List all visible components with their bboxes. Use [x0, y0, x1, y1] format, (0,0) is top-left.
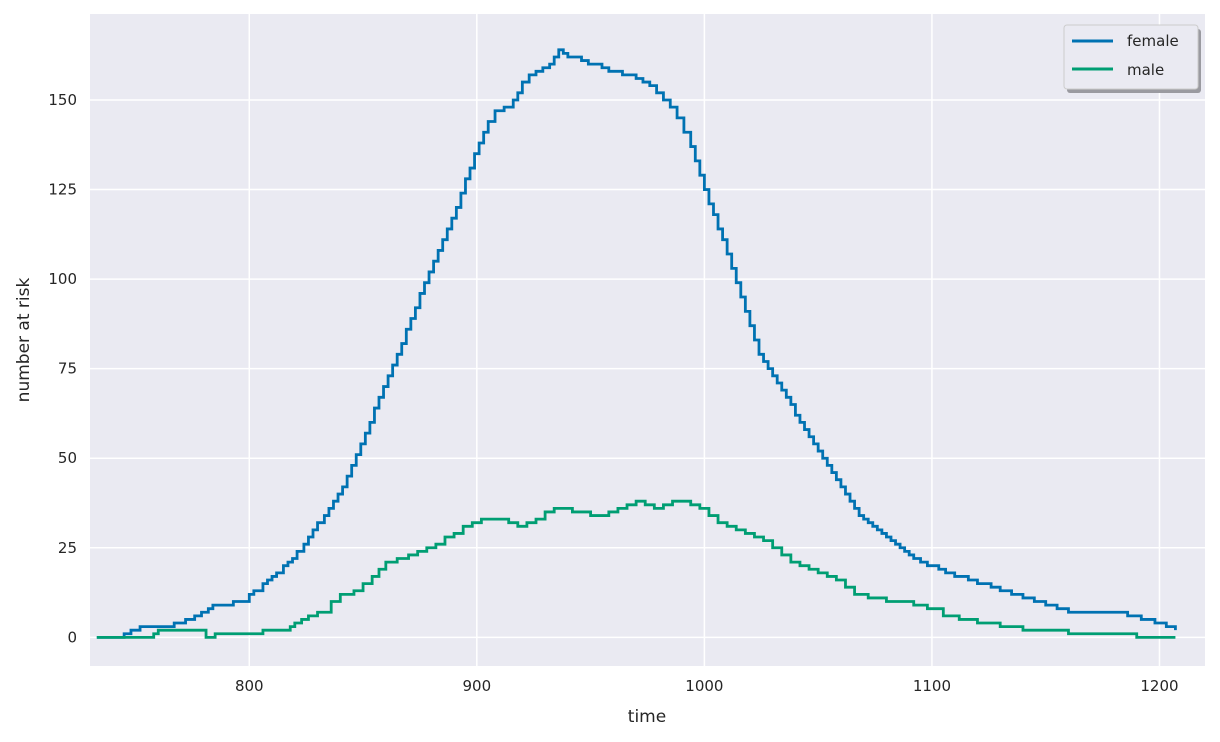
- x-tick-label: 800: [235, 677, 264, 695]
- plot-background: [90, 14, 1205, 666]
- y-tick-label: 125: [48, 181, 77, 199]
- x-tick-label: 900: [463, 677, 492, 695]
- grid: [90, 14, 1205, 666]
- series-line-male: [96, 499, 1176, 639]
- y-tick-label: 0: [67, 628, 77, 646]
- x-tick-label: 1100: [913, 677, 951, 695]
- x-axis-label: time: [628, 707, 666, 727]
- legend-label-female: female: [1127, 32, 1179, 50]
- y-tick-label: 75: [58, 360, 77, 378]
- y-tick-label: 25: [58, 539, 77, 557]
- y-axis-label: number at risk: [14, 278, 34, 403]
- y-tick-label: 100: [48, 270, 77, 288]
- series-line-female: [96, 48, 1177, 639]
- y-tick-label: 150: [48, 91, 77, 109]
- legend: female male: [1063, 24, 1201, 93]
- y-tick-label: 50: [58, 449, 77, 467]
- legend-label-male: male: [1127, 61, 1164, 79]
- series-lines: [96, 48, 1177, 639]
- x-tick-label: 1000: [685, 677, 723, 695]
- x-tick-label: 1200: [1140, 677, 1178, 695]
- tick-labels: 800 900 1000 1100 1200 0 25 50 75 100 125 150: [48, 91, 1178, 695]
